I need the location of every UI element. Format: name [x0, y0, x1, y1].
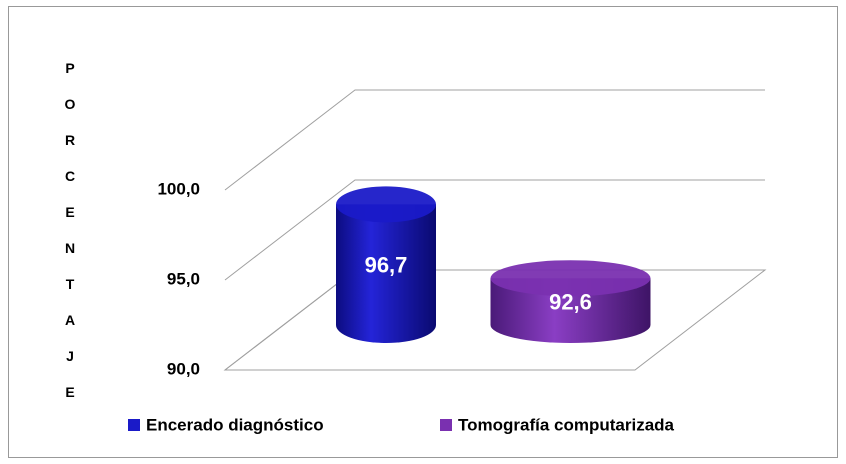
cylinder: [336, 186, 436, 343]
grid-line: [224, 179, 765, 281]
legend-swatch: [128, 419, 140, 431]
y-axis-label: PORCENTAJE: [62, 60, 78, 420]
cylinder-body: [336, 204, 436, 343]
data-label: 92,6: [549, 289, 592, 314]
y-tick-label: 100,0: [157, 179, 200, 198]
grid-line: [224, 89, 765, 191]
y-tick-label: 95,0: [167, 269, 200, 288]
legend-label: Encerado diagnóstico: [146, 415, 324, 434]
cylinder: [490, 260, 651, 343]
legend-label: Tomografía computarizada: [458, 415, 675, 434]
data-label: 96,7: [365, 253, 408, 278]
cylinder-body: [490, 278, 651, 343]
cylinder-top: [490, 260, 651, 297]
cylinder-top: [336, 186, 436, 223]
y-tick-label: 90,0: [167, 359, 200, 378]
legend-swatch: [440, 419, 452, 431]
